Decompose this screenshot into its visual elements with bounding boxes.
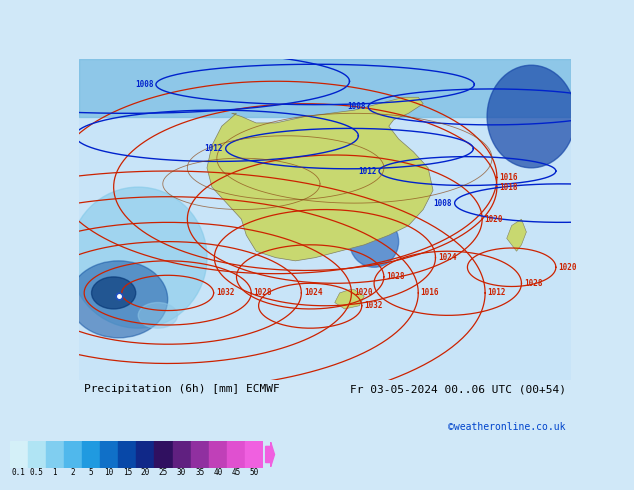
Text: 50: 50: [249, 467, 259, 477]
Text: 45: 45: [231, 467, 240, 477]
Text: 30: 30: [177, 467, 186, 477]
Ellipse shape: [69, 187, 207, 328]
Text: 1032: 1032: [216, 289, 235, 297]
Text: 15: 15: [122, 467, 132, 477]
Text: 10: 10: [105, 467, 113, 477]
Text: 1028: 1028: [386, 272, 405, 281]
Polygon shape: [335, 290, 364, 309]
Text: 0.5: 0.5: [30, 467, 44, 477]
Polygon shape: [207, 98, 433, 261]
Bar: [82, 441, 100, 468]
Text: 1020: 1020: [354, 289, 372, 297]
Text: 1012: 1012: [358, 167, 377, 175]
Text: 1008: 1008: [135, 80, 153, 89]
Text: 1008: 1008: [347, 102, 366, 111]
Bar: [10, 441, 28, 468]
Text: 1020: 1020: [484, 215, 503, 223]
Text: 1032: 1032: [364, 301, 383, 310]
Bar: [28, 441, 46, 468]
Text: 1012: 1012: [205, 144, 223, 153]
Text: 1020: 1020: [559, 263, 577, 272]
Text: 1024: 1024: [438, 253, 456, 262]
Text: 35: 35: [195, 467, 204, 477]
Text: ©weatheronline.co.uk: ©weatheronline.co.uk: [448, 421, 566, 432]
Bar: [209, 441, 227, 468]
Bar: [172, 441, 191, 468]
Bar: [64, 441, 82, 468]
Text: 25: 25: [159, 467, 168, 477]
Bar: [79, 59, 571, 117]
Bar: [100, 441, 118, 468]
Text: 1018: 1018: [500, 183, 518, 192]
Bar: [46, 441, 64, 468]
Bar: [136, 441, 155, 468]
Text: 5: 5: [89, 467, 93, 477]
Text: Fr 03-05-2024 00..06 UTC (00+54): Fr 03-05-2024 00..06 UTC (00+54): [350, 384, 566, 394]
Ellipse shape: [487, 65, 576, 168]
Ellipse shape: [349, 216, 399, 267]
Text: 1024: 1024: [304, 289, 322, 297]
Text: 1008: 1008: [434, 198, 452, 208]
Bar: [227, 441, 245, 468]
Text: 1012: 1012: [488, 289, 506, 297]
Ellipse shape: [138, 302, 178, 328]
FancyArrow shape: [266, 442, 275, 466]
Text: Precipitation (6h) [mm] ECMWF: Precipitation (6h) [mm] ECMWF: [84, 384, 280, 394]
Text: 1: 1: [53, 467, 57, 477]
Text: 20: 20: [141, 467, 150, 477]
Bar: [245, 441, 263, 468]
Bar: [155, 441, 172, 468]
Text: 1028: 1028: [254, 289, 272, 297]
Ellipse shape: [91, 277, 136, 309]
Text: 1016: 1016: [500, 173, 518, 182]
Text: 1028: 1028: [524, 279, 543, 288]
Ellipse shape: [69, 261, 167, 338]
Text: 40: 40: [213, 467, 223, 477]
Text: 1016: 1016: [421, 289, 439, 297]
Bar: [191, 441, 209, 468]
Text: 2: 2: [70, 467, 75, 477]
Text: 0.1: 0.1: [11, 467, 25, 477]
Bar: [118, 441, 136, 468]
Polygon shape: [507, 219, 526, 251]
